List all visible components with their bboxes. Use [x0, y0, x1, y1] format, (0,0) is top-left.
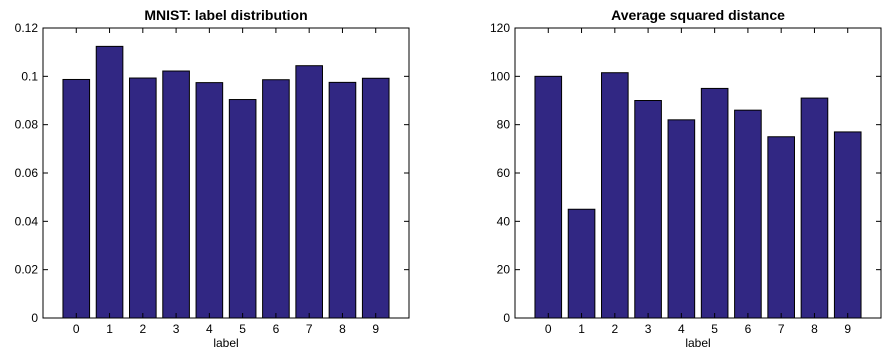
x-axis-label: label: [685, 336, 710, 350]
bar-6: [734, 109, 762, 319]
y-tick-label: 0.04: [15, 214, 39, 228]
bar-5: [228, 99, 257, 319]
y-tick-label: 80: [497, 118, 511, 132]
bar-3: [162, 70, 190, 319]
x-tick-label: 2: [611, 322, 618, 336]
y-tick-label: 20: [497, 263, 511, 277]
x-tick-label: 1: [578, 322, 585, 336]
x-tick-label: 4: [678, 322, 685, 336]
y-tick-label: 0.1: [21, 69, 38, 83]
x-tick-label: 9: [372, 322, 379, 336]
bar-1: [567, 208, 596, 319]
x-tick-label: 2: [139, 322, 146, 336]
bar-9: [833, 131, 862, 319]
x-tick-label: 0: [545, 322, 552, 336]
y-tick-label: 120: [490, 21, 510, 35]
chart-title: Average squared distance: [611, 7, 785, 23]
x-tick-label: 0: [73, 322, 80, 336]
x-tick-label: 8: [811, 322, 818, 336]
y-tick-label: 0: [503, 311, 510, 325]
y-tick-label: 0: [31, 311, 38, 325]
y-tick-label: 0.06: [15, 166, 39, 180]
bar-6: [262, 79, 290, 319]
x-axis-label: label: [213, 336, 238, 350]
chart-title: MNIST: label distribution: [144, 7, 307, 23]
bar-7: [295, 65, 323, 319]
x-tick-label: 3: [173, 322, 180, 336]
bar-8: [328, 81, 357, 319]
chart-average-squared-distance: Average squared distance label 020406080…: [490, 7, 882, 350]
y-tick-label: 60: [497, 166, 511, 180]
bar-0: [62, 78, 91, 319]
bar-2: [129, 77, 157, 319]
x-tick-label: 9: [844, 322, 851, 336]
bar-4: [667, 119, 696, 319]
x-tick-label: 6: [745, 322, 752, 336]
x-tick-label: 1: [106, 322, 113, 336]
x-tick-label: 3: [645, 322, 652, 336]
bar-1: [95, 45, 124, 319]
x-tick-label: 5: [239, 322, 246, 336]
bar-9: [361, 77, 390, 319]
bar-2: [601, 72, 629, 319]
x-tick-label: 5: [711, 322, 718, 336]
x-tick-label: 4: [206, 322, 213, 336]
bar-0: [534, 75, 563, 319]
x-tick-label: 7: [778, 322, 785, 336]
bar-5: [700, 87, 729, 319]
bar-7: [767, 136, 795, 319]
bar-8: [800, 97, 829, 319]
x-tick-label: 8: [339, 322, 346, 336]
y-tick-label: 0.12: [15, 21, 39, 35]
bar-4: [195, 82, 224, 319]
y-tick-label: 0.02: [15, 263, 39, 277]
x-tick-label: 7: [306, 322, 313, 336]
bar-3: [634, 100, 662, 319]
x-tick-label: 6: [273, 322, 280, 336]
y-tick-label: 100: [490, 69, 510, 83]
chart-label-distribution: MNIST: label distribution label 0 0.02 0.0…: [15, 7, 410, 350]
y-tick-label: 40: [497, 214, 511, 228]
y-tick-label: 0.08: [15, 118, 39, 132]
